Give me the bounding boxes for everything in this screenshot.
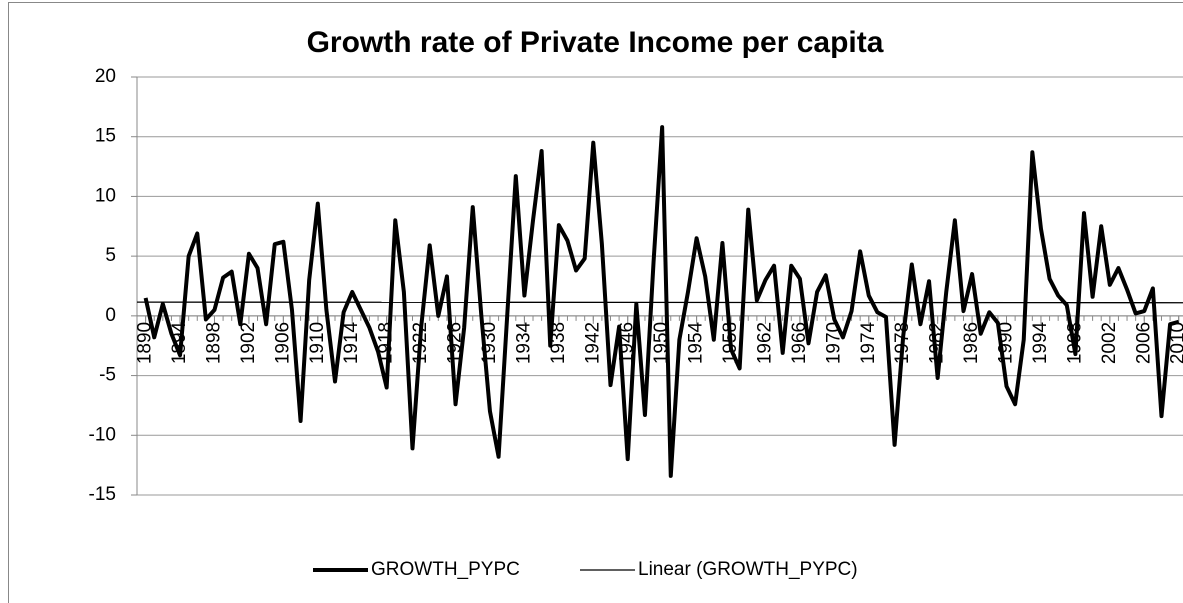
x-tick-label: 2002 xyxy=(1099,322,1120,364)
x-tick-label: 1962 xyxy=(754,322,775,364)
y-tick-label: 15 xyxy=(95,126,116,147)
x-tick-label: 1898 xyxy=(203,322,224,364)
x-tick-label: 2010 xyxy=(1168,322,1183,364)
x-tick-label: 1942 xyxy=(582,322,603,364)
y-tick-label: 0 xyxy=(105,305,116,326)
data-line xyxy=(143,125,1180,478)
x-tick-label: 1970 xyxy=(823,322,844,364)
y-tick-label: -15 xyxy=(89,484,116,505)
x-tick-label: 1994 xyxy=(1030,321,1051,364)
x-tick-label: 1974 xyxy=(858,321,879,364)
y-tick-label: 20 xyxy=(95,66,116,87)
legend-label: GROWTH_PYPC xyxy=(371,559,520,580)
y-tick-label: -10 xyxy=(89,424,116,445)
legend-label: Linear (GROWTH_PYPC) xyxy=(638,559,858,580)
y-tick-label: 10 xyxy=(95,185,116,206)
x-tick-label: 1986 xyxy=(961,322,982,364)
data-line xyxy=(136,301,1183,304)
x-tick-label: 2006 xyxy=(1133,322,1154,364)
y-tick-label: 5 xyxy=(105,245,116,266)
x-tick-label: 1934 xyxy=(513,321,534,364)
x-tick-label: 1966 xyxy=(789,322,810,364)
x-tick-label: 1906 xyxy=(272,322,293,364)
chart-title: Growth rate of Private Income per capita xyxy=(307,26,884,59)
x-tick-label: 1890 xyxy=(135,322,156,364)
y-tick-label: -5 xyxy=(99,365,116,386)
x-tick-label: 1954 xyxy=(686,321,707,364)
x-tick-label: 1910 xyxy=(307,322,328,364)
x-tick-label: 1914 xyxy=(341,321,362,364)
x-tick-label: 1902 xyxy=(238,322,259,364)
